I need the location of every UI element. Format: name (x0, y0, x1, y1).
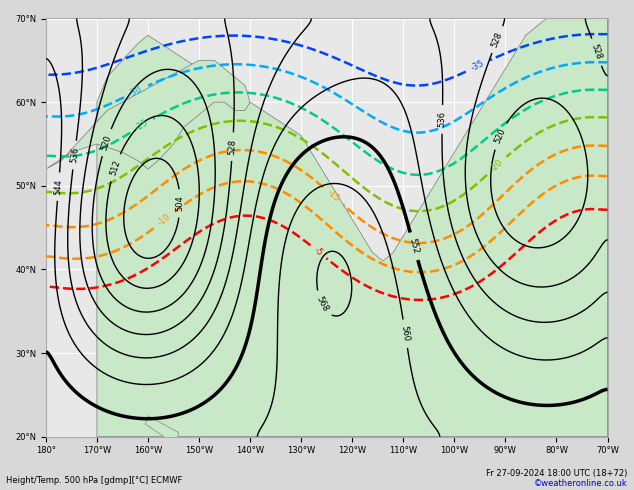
Text: 528: 528 (590, 43, 604, 61)
Text: 544: 544 (53, 178, 63, 195)
Text: 504: 504 (176, 196, 184, 211)
Text: -20: -20 (489, 158, 505, 174)
Text: -10: -10 (156, 212, 172, 228)
Polygon shape (145, 416, 179, 445)
Text: -25: -25 (134, 118, 150, 133)
Text: -15: -15 (325, 188, 341, 204)
Text: 528: 528 (228, 139, 238, 155)
Text: 536: 536 (69, 147, 80, 164)
Polygon shape (97, 19, 607, 437)
Text: 520: 520 (100, 134, 113, 151)
Polygon shape (46, 60, 250, 169)
Text: ©weatheronline.co.uk: ©weatheronline.co.uk (534, 479, 628, 488)
Text: -35: -35 (470, 59, 486, 73)
Text: 528: 528 (490, 30, 505, 49)
Text: 560: 560 (399, 325, 411, 342)
Text: 520: 520 (493, 127, 507, 145)
Text: 568: 568 (314, 295, 330, 314)
Text: -30: -30 (128, 84, 144, 98)
Text: Height/Temp. 500 hPa [gdmp][°C] ECMWF: Height/Temp. 500 hPa [gdmp][°C] ECMWF (6, 476, 183, 485)
Text: 512: 512 (108, 159, 122, 176)
Text: 536: 536 (437, 111, 447, 127)
Text: Fr 27-09-2024 18:00 UTC (18+72): Fr 27-09-2024 18:00 UTC (18+72) (486, 469, 628, 478)
Text: -5: -5 (313, 245, 325, 258)
Text: 552: 552 (408, 238, 420, 255)
